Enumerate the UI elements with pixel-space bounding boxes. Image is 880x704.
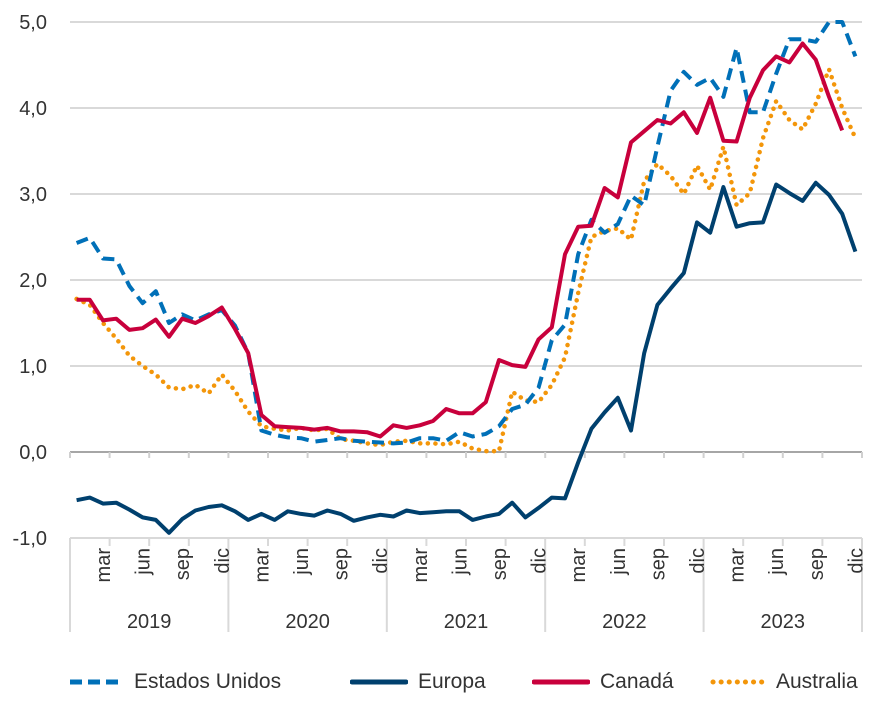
month-tick-label: mar: [568, 548, 590, 583]
month-tick-label: jun: [133, 548, 155, 576]
month-tick-label: dic: [845, 548, 867, 574]
legend-item-europa: Europa: [350, 662, 486, 702]
month-tick-label: jun: [608, 548, 630, 576]
year-label: 2019: [127, 611, 172, 633]
legend-item-australia: Australia: [710, 662, 858, 702]
y-tick-label: 0,0: [19, 442, 47, 464]
month-tick-label: mar: [727, 548, 749, 583]
month-tick-label: dic: [687, 548, 709, 574]
year-label: 2023: [761, 611, 806, 633]
month-tick-label: mar: [251, 548, 273, 583]
series-line-australia: [74, 67, 858, 454]
legend-swatch-dotted-icon: [710, 679, 766, 685]
year-label: 2021: [444, 611, 489, 633]
legend-item-estados-unidos: Estados Unidos: [68, 662, 281, 702]
line-chart: -1,00,01,02,03,04,05,0 mar jun sep dic2019m…: [13, 12, 868, 633]
y-tick-label: 1,0: [19, 356, 47, 378]
month-tick-label: sep: [489, 548, 511, 580]
series-line-europa: [76, 180, 858, 535]
month-tick-label: mar: [93, 548, 115, 583]
y-tick-label: 3,0: [19, 184, 47, 206]
month-tick-label: dic: [212, 548, 234, 574]
y-tick-label: 2,0: [19, 270, 47, 292]
month-tick-label: jun: [291, 548, 313, 576]
month-tick-label: sep: [172, 548, 194, 580]
y-axis: -1,0 0,0 1,0 2,0 3,0 4,0 5,0: [13, 12, 47, 550]
month-tick-label: sep: [806, 548, 828, 580]
series-lines: [74, 20, 858, 535]
month-tick-label: jun: [449, 548, 471, 576]
legend-swatch-solid-icon: [350, 679, 408, 685]
legend: Estados Unidos Europa Canadá Australia: [0, 662, 880, 702]
month-tick-label: dic: [370, 548, 392, 574]
month-tick-label: dic: [529, 548, 551, 574]
legend-swatch-solid-icon: [532, 679, 590, 685]
month-tick-label: mar: [410, 548, 432, 583]
legend-label: Australia: [776, 670, 858, 693]
year-label: 2022: [602, 611, 647, 633]
series-line-estados-unidos: [75, 20, 858, 446]
gridlines: [70, 21, 862, 367]
y-tick-label: 4,0: [19, 98, 47, 120]
legend-label: Estados Unidos: [134, 670, 282, 693]
y-tick-label: -1,0: [13, 528, 47, 550]
series-line-canad-: [76, 41, 845, 439]
month-tick-label: jun: [766, 548, 788, 576]
year-label: 2020: [285, 611, 330, 633]
legend-label: Canadá: [600, 670, 674, 693]
month-tick-label: sep: [647, 548, 669, 580]
month-tick-label: sep: [331, 548, 353, 580]
legend-swatch-dashed-icon: [70, 679, 122, 685]
y-tick-label: 5,0: [19, 12, 47, 34]
legend-item-canada: Canadá: [532, 662, 674, 702]
legend-label: Europa: [418, 670, 486, 693]
